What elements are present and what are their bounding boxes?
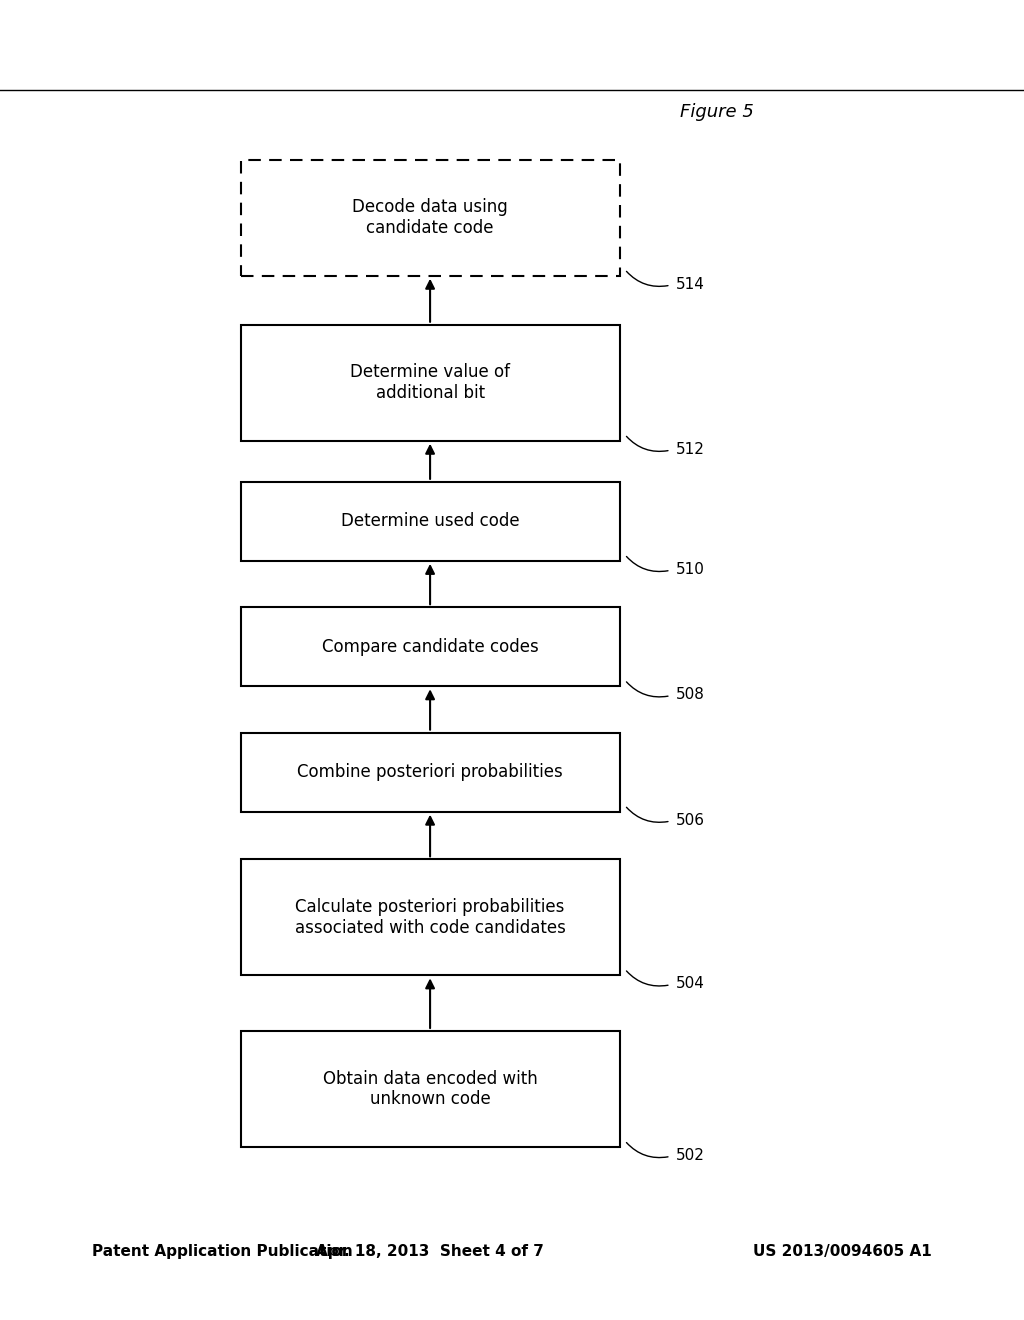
Text: Compare candidate codes: Compare candidate codes bbox=[322, 638, 539, 656]
Bar bbox=[241, 482, 620, 561]
Text: Patent Application Publication: Patent Application Publication bbox=[92, 1243, 353, 1259]
Text: 502: 502 bbox=[676, 1148, 705, 1163]
Bar bbox=[241, 859, 620, 975]
Text: Combine posteriori probabilities: Combine posteriori probabilities bbox=[297, 763, 563, 781]
Text: Figure 5: Figure 5 bbox=[680, 103, 754, 121]
Bar bbox=[241, 607, 620, 686]
Text: Obtain data encoded with
unknown code: Obtain data encoded with unknown code bbox=[323, 1069, 538, 1109]
Text: 510: 510 bbox=[676, 562, 705, 577]
Bar bbox=[241, 1031, 620, 1147]
Text: Determine value of
additional bit: Determine value of additional bit bbox=[350, 363, 510, 403]
Text: US 2013/0094605 A1: US 2013/0094605 A1 bbox=[753, 1243, 932, 1259]
Text: 514: 514 bbox=[676, 277, 705, 292]
Text: 506: 506 bbox=[676, 813, 705, 828]
Text: Decode data using
candidate code: Decode data using candidate code bbox=[352, 198, 508, 238]
Text: Apr. 18, 2013  Sheet 4 of 7: Apr. 18, 2013 Sheet 4 of 7 bbox=[316, 1243, 544, 1259]
Text: 504: 504 bbox=[676, 977, 705, 991]
Text: Calculate posteriori probabilities
associated with code candidates: Calculate posteriori probabilities assoc… bbox=[295, 898, 565, 937]
Text: Determine used code: Determine used code bbox=[341, 512, 519, 531]
Bar bbox=[241, 733, 620, 812]
Bar bbox=[241, 325, 620, 441]
Text: 508: 508 bbox=[676, 688, 705, 702]
Bar bbox=[241, 160, 620, 276]
Text: 512: 512 bbox=[676, 442, 705, 457]
